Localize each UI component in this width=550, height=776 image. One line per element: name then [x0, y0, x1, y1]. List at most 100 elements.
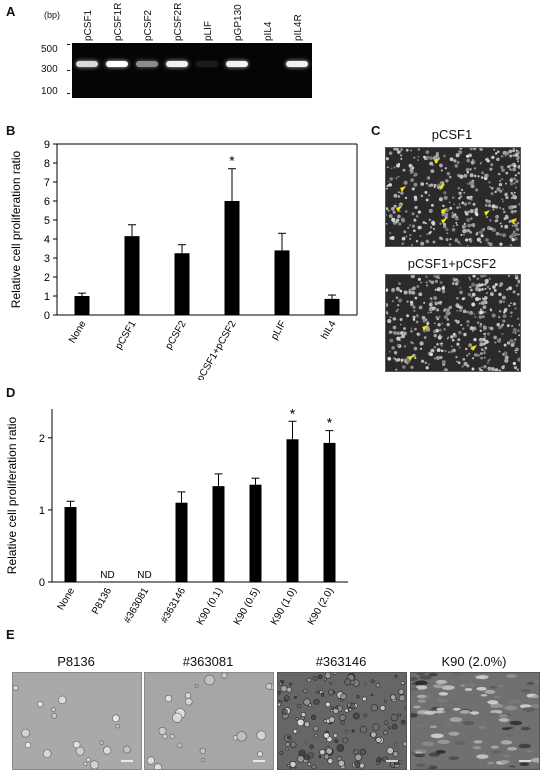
- arrowhead-marker: [511, 218, 517, 224]
- gel-lane-label: pCSF1R: [113, 2, 124, 41]
- marker-100: 100: [41, 86, 58, 97]
- gel-band: [226, 61, 248, 67]
- x-tick-label: hIL4: [319, 319, 338, 342]
- gel-band: [196, 61, 218, 67]
- micrograph-texture: [146, 673, 273, 769]
- bar: [323, 442, 336, 582]
- x-tick-label: pCSF1+pCSF2: [195, 319, 239, 380]
- c-micrograph-1: [385, 147, 521, 247]
- x-tick-label: pCSF2: [164, 319, 189, 352]
- c-title-2: pCSF1+pCSF2: [407, 256, 497, 271]
- bar: [249, 484, 262, 582]
- y-tick-label: 2: [39, 433, 45, 445]
- x-tick-label: pLIF: [269, 319, 289, 342]
- x-tick-label: K90 (0.1): [195, 586, 225, 627]
- y-tick-label: 5: [44, 215, 50, 227]
- x-tick-label: P8136: [90, 586, 114, 617]
- marker-300: 300: [41, 64, 58, 75]
- y-tick-label: 8: [44, 158, 50, 170]
- y-tick-label: 3: [44, 253, 50, 265]
- x-tick-label: None: [67, 319, 89, 346]
- y-tick-label: 0: [39, 577, 45, 589]
- c-title-1: pCSF1: [431, 127, 473, 142]
- arrowhead-marker: [434, 158, 440, 164]
- e-title-1: P8136: [57, 654, 95, 669]
- significance-star: *: [229, 153, 235, 169]
- bar: [64, 507, 77, 582]
- bar: [174, 253, 190, 315]
- x-tick-label: K90 (2.0): [306, 586, 336, 627]
- arrowhead-marker: [471, 345, 477, 351]
- arrowhead-marker: [408, 355, 414, 361]
- bar: [175, 502, 188, 582]
- bar: [74, 296, 90, 315]
- micrograph-texture: [386, 275, 520, 371]
- e-micrograph-k90: [410, 672, 540, 770]
- gel-lane-label: pIL4: [263, 21, 274, 41]
- gel-lane-label: pGP130: [233, 4, 244, 41]
- gel-lane-label: pLIF: [203, 20, 214, 41]
- y-tick-label: 0: [44, 310, 50, 322]
- y-tick-label: 9: [44, 139, 50, 151]
- marker-500: 500: [41, 44, 58, 55]
- bar: [124, 236, 140, 315]
- y-tick-label: 1: [39, 505, 45, 517]
- micrograph-texture: [411, 673, 539, 769]
- e-micrograph-p8136: [12, 672, 142, 770]
- arrowhead-marker: [396, 206, 402, 212]
- e-title-3: #363146: [315, 654, 367, 669]
- nd-label: ND: [100, 570, 114, 581]
- e-micrograph-363081: [144, 672, 274, 770]
- gel-lane-label: pCSF2R: [173, 2, 184, 41]
- panel-label-e: E: [6, 627, 15, 642]
- nd-label: ND: [137, 570, 151, 581]
- micrograph-texture: [13, 684, 133, 769]
- significance-star: *: [327, 415, 333, 431]
- gel-lane-label: pCSF2: [143, 9, 154, 41]
- gel-panel: (bp) 500 300 100 pCSF1 pCSF1R pCSF2 pCSF2R p…: [30, 3, 320, 98]
- y-axis-label: Relative cell proliferation ratio: [5, 416, 19, 574]
- arrowhead-marker: [484, 210, 490, 216]
- bar: [324, 298, 340, 315]
- x-tick-label: #363146: [159, 586, 188, 626]
- panel-label-c: C: [371, 123, 381, 138]
- c-micrograph-2: [385, 274, 521, 372]
- e-title-4: K90 (2.0%): [441, 654, 507, 669]
- y-axis-label: Relative cell proliferation ratio: [9, 150, 23, 308]
- chart-b: 0 1 2 3 4 5 6 7 8 9 Relative cell proliferation ra…: [9, 139, 358, 380]
- y-tick-label: 6: [44, 196, 50, 208]
- micrograph-texture: [278, 673, 406, 769]
- arrowhead-marker: [439, 184, 445, 190]
- x-tick-label: pCSF1: [114, 319, 139, 352]
- x-tick-label: K90 (1.0): [269, 586, 299, 627]
- panel-label-b: B: [6, 123, 16, 138]
- y-tick-label: 4: [44, 234, 50, 246]
- gel-lane-label: pCSF1: [83, 9, 94, 41]
- arrowhead-marker: [422, 325, 428, 331]
- arrowhead-marker: [441, 218, 447, 224]
- x-tick-label: None: [56, 586, 78, 613]
- bar: [224, 201, 240, 315]
- bar: [286, 439, 299, 582]
- x-tick-label: #363081: [122, 586, 151, 626]
- e-micrograph-363146: [277, 672, 407, 770]
- gel-band: [166, 61, 188, 67]
- x-tick-label: K90 (0.5): [232, 586, 262, 627]
- significance-star: *: [290, 405, 296, 421]
- micrograph-texture: [386, 148, 520, 246]
- gel-band: [286, 61, 308, 67]
- arrowhead-marker: [441, 208, 447, 214]
- gel-band: [136, 61, 158, 67]
- bp-unit-label: (bp): [44, 10, 61, 20]
- bar: [212, 486, 225, 582]
- bar: [274, 250, 290, 315]
- y-tick-label: 1: [44, 291, 50, 303]
- y-tick-label: 7: [44, 177, 50, 189]
- chart-d: 0 1 2 Relative cell proliferation ratio None…: [5, 405, 348, 627]
- y-tick-label: 2: [44, 272, 50, 284]
- e-title-2: #363081: [182, 654, 234, 669]
- gel-band: [76, 61, 98, 67]
- panel-label-d: D: [6, 385, 16, 400]
- arrowhead-marker: [400, 186, 406, 192]
- gel-image: [72, 43, 312, 98]
